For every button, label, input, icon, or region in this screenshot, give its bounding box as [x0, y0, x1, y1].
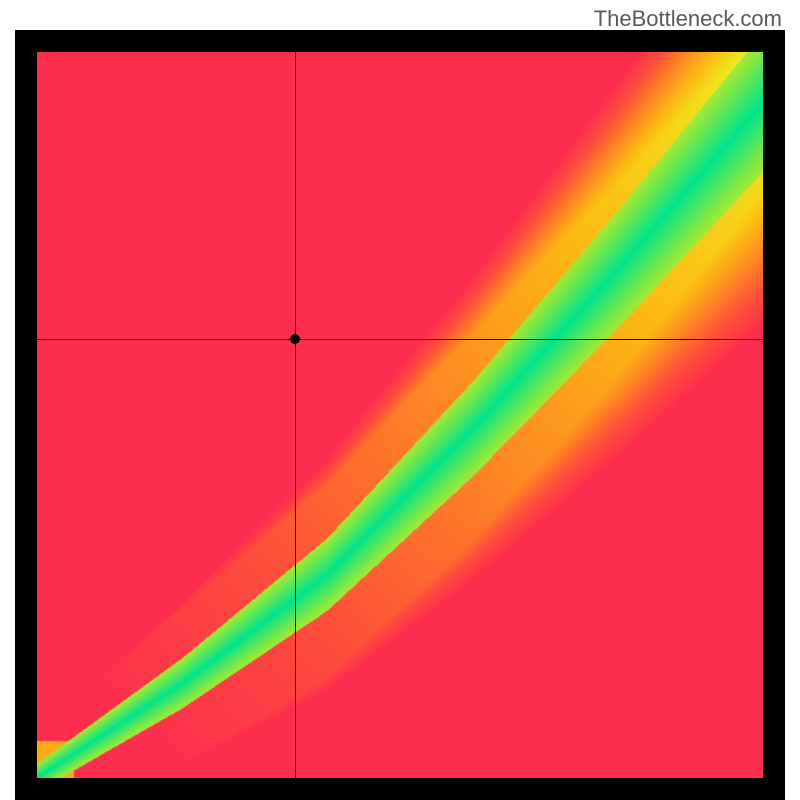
watermark-text: TheBottleneck.com — [594, 6, 782, 32]
heatmap-plot-area — [37, 52, 763, 778]
chart-outer-frame — [15, 30, 785, 800]
data-point-marker — [290, 334, 300, 344]
crosshair-horizontal — [37, 339, 763, 340]
heatmap-canvas — [37, 52, 763, 778]
crosshair-vertical — [295, 52, 296, 778]
